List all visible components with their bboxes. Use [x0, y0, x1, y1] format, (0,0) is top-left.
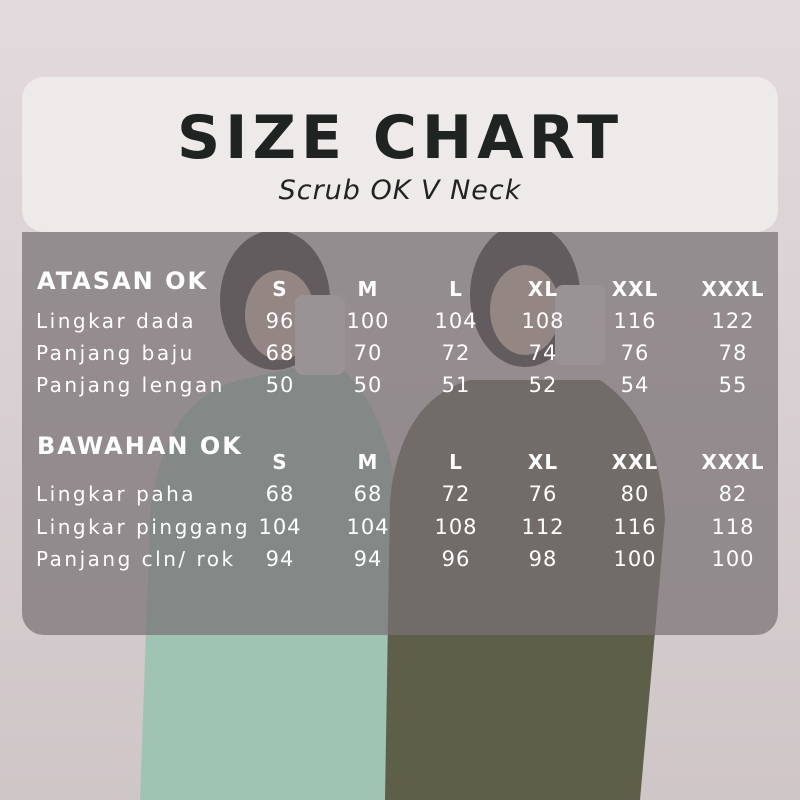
cell-value: 78: [718, 341, 748, 365]
size-header-xxxl: XXXL: [701, 277, 765, 301]
cell-value: 108: [434, 515, 478, 539]
size-header-s: S: [272, 450, 288, 474]
cell-value: 100: [613, 547, 657, 571]
cell-value: 50: [265, 373, 295, 397]
size-header-xxxl: XXXL: [701, 450, 765, 474]
size-header-xxl: XXL: [611, 450, 659, 474]
size-header-l: L: [449, 450, 463, 474]
cell-value: 104: [434, 309, 478, 333]
section-title-atasan: ATASAN OK: [37, 267, 209, 295]
cell-value: 72: [441, 341, 471, 365]
cell-value: 72: [441, 482, 471, 506]
cell-value: 104: [258, 515, 302, 539]
row-label: Lingkar dada: [36, 309, 197, 333]
cell-value: 98: [528, 547, 558, 571]
size-header-l: L: [449, 277, 463, 301]
cell-value: 51: [441, 373, 471, 397]
cell-value: 116: [613, 309, 657, 333]
title-card: [22, 77, 778, 232]
cell-value: 68: [265, 482, 295, 506]
cell-value: 116: [613, 515, 657, 539]
size-header-xl: XL: [527, 450, 559, 474]
cell-value: 76: [620, 341, 650, 365]
page-title: SIZE CHART: [176, 103, 624, 173]
size-header-xl: XL: [527, 277, 559, 301]
cell-value: 100: [346, 309, 390, 333]
cell-value: 76: [528, 482, 558, 506]
size-header-m: M: [357, 277, 379, 301]
cell-value: 82: [718, 482, 748, 506]
cell-value: 80: [620, 482, 650, 506]
row-label: Panjang cln/ rok: [36, 547, 236, 571]
cell-value: 52: [528, 373, 558, 397]
cell-value: 118: [711, 515, 755, 539]
size-header-s: S: [272, 277, 288, 301]
size-header-m: M: [357, 450, 379, 474]
cell-value: 74: [528, 341, 558, 365]
page-subtitle: Scrub OK V Neck: [278, 175, 522, 206]
section-title-bawahan: BAWAHAN OK: [37, 432, 243, 460]
row-label: Lingkar pinggang: [36, 515, 251, 539]
cell-value: 54: [620, 373, 650, 397]
row-label: Panjang baju: [36, 341, 195, 365]
cell-value: 70: [353, 341, 383, 365]
cell-value: 112: [521, 515, 565, 539]
cell-value: 94: [265, 547, 295, 571]
cell-value: 122: [711, 309, 755, 333]
row-label: Panjang lengan: [36, 373, 225, 397]
size-header-xxl: XXL: [611, 277, 659, 301]
size-table-panel: [22, 232, 778, 635]
cell-value: 104: [346, 515, 390, 539]
cell-value: 68: [265, 341, 295, 365]
cell-value: 100: [711, 547, 755, 571]
cell-value: 108: [521, 309, 565, 333]
cell-value: 55: [718, 373, 748, 397]
cell-value: 50: [353, 373, 383, 397]
cell-value: 96: [265, 309, 295, 333]
cell-value: 68: [353, 482, 383, 506]
cell-value: 94: [353, 547, 383, 571]
cell-value: 96: [441, 547, 471, 571]
row-label: Lingkar paha: [36, 482, 197, 506]
